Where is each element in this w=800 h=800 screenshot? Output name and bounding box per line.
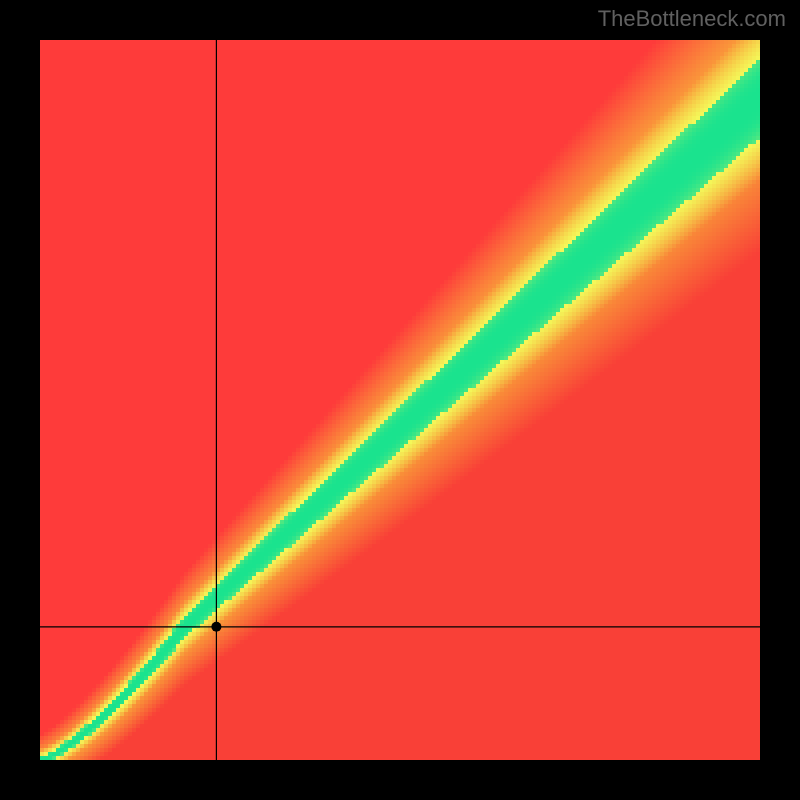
heatmap-canvas (40, 40, 760, 760)
watermark-text: TheBottleneck.com (598, 6, 786, 32)
chart-container: TheBottleneck.com (0, 0, 800, 800)
heatmap-plot (40, 40, 760, 760)
